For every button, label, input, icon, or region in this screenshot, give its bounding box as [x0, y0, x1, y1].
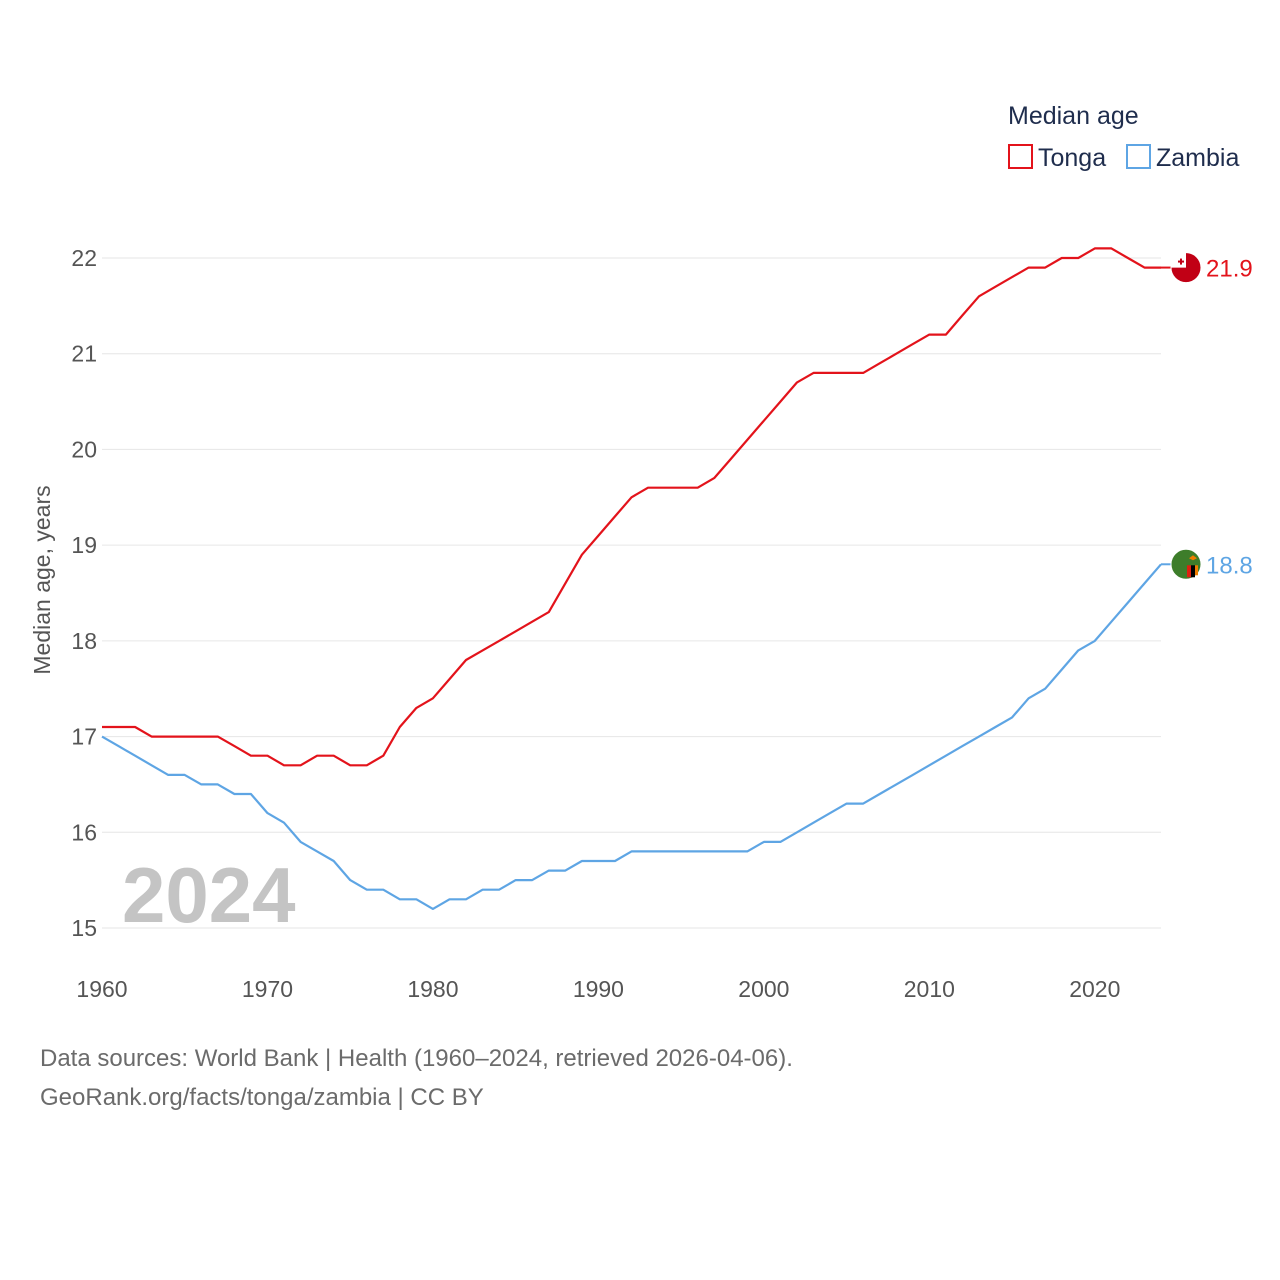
- legend-title: Median age: [1008, 102, 1139, 130]
- x-tick-label-1960: 1960: [76, 976, 127, 1002]
- year-overlay-label: 2024: [122, 851, 296, 939]
- y-tick-label-15: 15: [71, 915, 97, 941]
- x-axis-ticks: 1960 1970 1980 1990 2000 2010 2020: [76, 976, 1120, 1002]
- legend-item-tonga[interactable]: Tonga: [1008, 144, 1106, 172]
- x-tick-label-2000: 2000: [738, 976, 789, 1002]
- legend-label-tonga: Tonga: [1038, 144, 1106, 172]
- zambia-flag-icon: [1170, 548, 1202, 580]
- y-axis-ticks: 15 16 17 18 19 20 21 22: [71, 245, 97, 941]
- data-source-note: Data sources: World Bank | Health (1960–…: [40, 1045, 793, 1072]
- y-tick-label-22: 22: [71, 245, 97, 271]
- y-tick-label-19: 19: [71, 532, 97, 558]
- legend: Median age Tonga Zambia: [1008, 102, 1239, 172]
- legend-swatch-zambia: [1126, 144, 1151, 169]
- y-tick-label-17: 17: [71, 724, 97, 750]
- grid-lines: [102, 257, 1161, 929]
- series-line-tonga[interactable]: [102, 247, 1161, 767]
- end-value-label-zambia: 18.8: [1206, 552, 1253, 579]
- x-tick-label-1970: 1970: [242, 976, 293, 1002]
- series-lines: [101, 247, 1162, 911]
- y-axis-title: Median age, years: [29, 485, 55, 674]
- source-link[interactable]: GeoRank.org/facts/tonga/zambia | CC BY: [40, 1084, 484, 1111]
- x-tick-label-2020: 2020: [1069, 976, 1120, 1002]
- x-tick-label-1990: 1990: [573, 976, 624, 1002]
- end-markers: 21.9 18.8: [1161, 252, 1253, 580]
- y-tick-label-20: 20: [71, 436, 97, 462]
- legend-swatch-tonga: [1008, 144, 1033, 169]
- x-tick-label-1980: 1980: [407, 976, 458, 1002]
- series-line-zambia[interactable]: [101, 563, 1162, 911]
- legend-label-zambia: Zambia: [1156, 144, 1239, 172]
- legend-item-zambia[interactable]: Zambia: [1126, 144, 1239, 172]
- y-tick-label-16: 16: [71, 819, 97, 845]
- y-tick-label-18: 18: [71, 628, 97, 654]
- tonga-flag-icon: [1170, 252, 1202, 284]
- end-value-label-tonga: 21.9: [1206, 256, 1253, 283]
- x-tick-label-2010: 2010: [904, 976, 955, 1002]
- y-tick-label-21: 21: [71, 341, 97, 367]
